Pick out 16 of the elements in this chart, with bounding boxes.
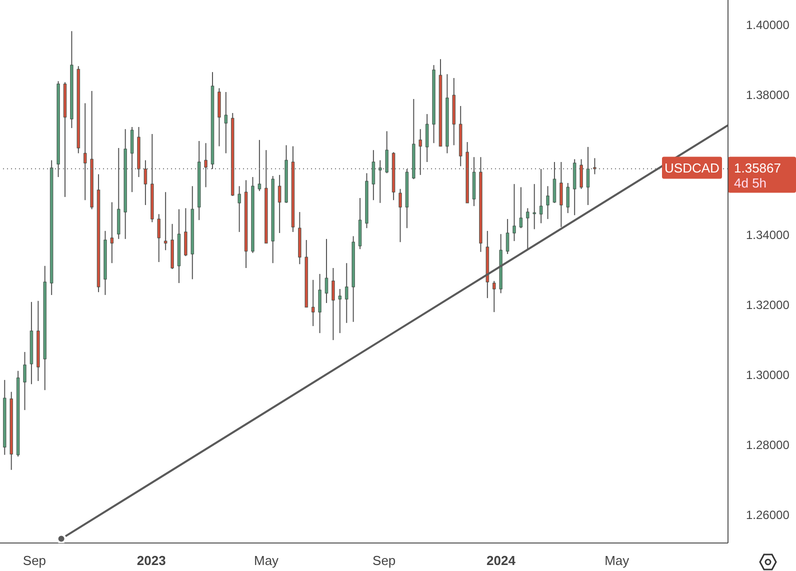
y-tick-label: 1.26000 [746,508,790,522]
x-tick-label: May [604,553,630,568]
y-tick-label: 1.40000 [746,18,790,32]
text: 4d 5h [734,176,767,191]
y-tick-label: 1.30000 [746,368,790,382]
x-tick-label: May [254,553,280,568]
text: 1.35867 [734,160,781,176]
x-tick-label: Sep [372,553,396,568]
y-tick-label: 1.32000 [746,298,790,312]
x-tick-label: 2023 [136,553,166,568]
y-tick-label: 1.34000 [746,228,790,242]
x-tick-label: Sep [22,553,46,568]
y-tick-label: 1.38000 [746,88,790,102]
y-tick-label: 1.28000 [746,438,790,452]
x-tick-label: 2024 [486,553,516,568]
ref-line-label: USDCAD [664,160,720,176]
